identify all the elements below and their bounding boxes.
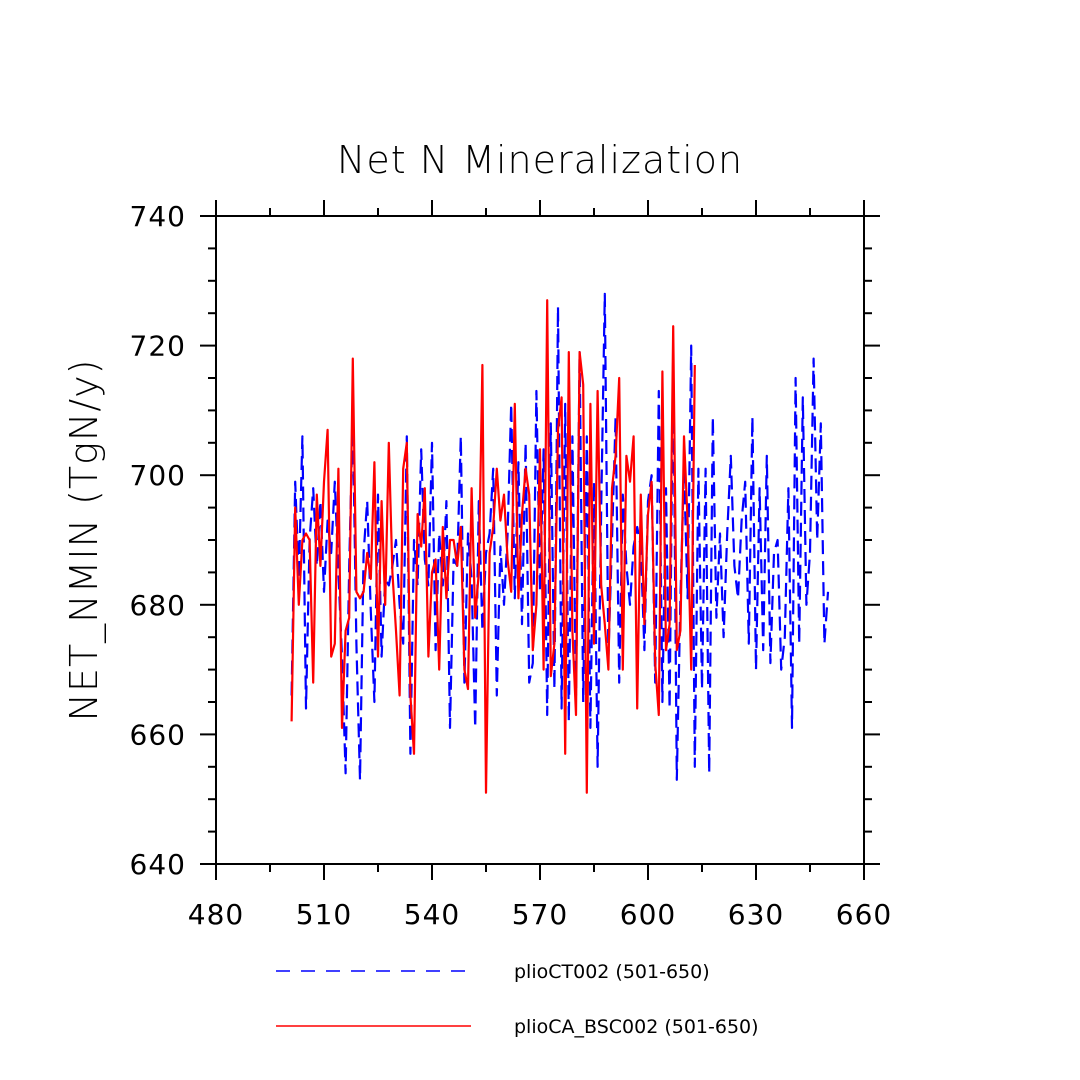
x-tick-label: 660 <box>836 898 892 931</box>
y-tick-label: 720 <box>130 330 186 363</box>
x-tick-label: 540 <box>404 898 460 931</box>
series-line-1 <box>290 292 830 781</box>
x-ticks: 480 510 540 570 600 630 660 <box>188 200 892 931</box>
series-line-2 <box>290 299 696 794</box>
y-axis-label: NET_NMIN (TgN/y) <box>62 359 107 722</box>
x-tick-label: 570 <box>512 898 568 931</box>
y-tick-label: 680 <box>130 589 186 622</box>
y-tick-label: 660 <box>130 718 186 751</box>
legend-label-2: plioCA_BSC002 (501-650) <box>514 1016 759 1038</box>
y-tick-label: 740 <box>130 200 186 233</box>
chart-title: Net N Mineralization <box>337 138 743 182</box>
y-ticks: 640 660 680 700 720 740 <box>130 200 880 881</box>
x-tick-label: 630 <box>728 898 784 931</box>
legend-label-1: plioCT002 (501-650) <box>514 961 710 983</box>
x-tick-label: 510 <box>296 898 352 931</box>
legend: plioCT002 (501-650) plioCA_BSC002 (501-65… <box>276 961 759 1038</box>
y-tick-label: 640 <box>130 848 186 881</box>
y-tick-label: 700 <box>130 459 186 492</box>
x-tick-label: 600 <box>620 898 676 931</box>
series-layer <box>290 292 830 794</box>
x-tick-label: 480 <box>188 898 244 931</box>
